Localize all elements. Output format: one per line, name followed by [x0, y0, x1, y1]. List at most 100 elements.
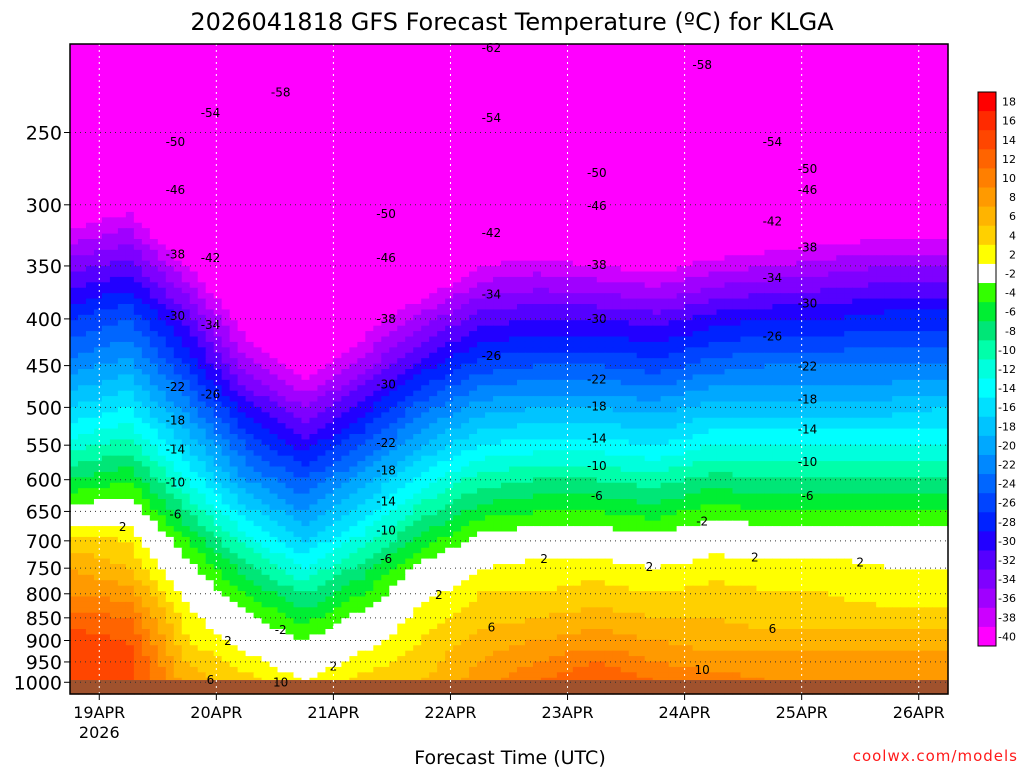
- heatmap-cell: [261, 222, 271, 229]
- heatmap-cell: [780, 141, 789, 148]
- heatmap-cell: [317, 44, 327, 51]
- heatmap-cell: [173, 114, 183, 121]
- heatmap-cell: [564, 222, 574, 229]
- heatmap-cell: [812, 60, 821, 67]
- heatmap-cell: [157, 260, 167, 267]
- heatmap-cell: [764, 163, 773, 170]
- heatmap-cell: [532, 125, 542, 132]
- heatmap-cell: [213, 244, 223, 251]
- heatmap-cell: [221, 190, 231, 197]
- heatmap-cell: [900, 141, 909, 148]
- heatmap-cell: [453, 271, 462, 278]
- heatmap-cell: [325, 201, 334, 208]
- heatmap-cell: [524, 260, 534, 267]
- heatmap-cell: [101, 163, 111, 170]
- heatmap-cell: [93, 92, 103, 99]
- heatmap-cell: [429, 87, 438, 94]
- heatmap-cell: [173, 174, 183, 181]
- heatmap-cell: [101, 109, 111, 116]
- heatmap-cell: [724, 125, 734, 132]
- heatmap-cell: [740, 136, 750, 143]
- heatmap-cell: [916, 190, 925, 197]
- heatmap-cell: [612, 76, 622, 83]
- heatmap-cell: [844, 163, 853, 170]
- heatmap-cell: [133, 60, 143, 67]
- heatmap-cell: [453, 163, 462, 170]
- heatmap-cell: [349, 103, 358, 110]
- heatmap-cell: [205, 168, 215, 175]
- heatmap-cell: [876, 233, 885, 240]
- heatmap-cell: [301, 217, 311, 224]
- heatmap-cell: [628, 81, 638, 88]
- heatmap-cell: [756, 179, 766, 186]
- heatmap-cell: [524, 201, 534, 208]
- heatmap-cell: [213, 163, 223, 170]
- heatmap-cell: [437, 152, 446, 159]
- heatmap-cell: [924, 81, 933, 88]
- heatmap-cell: [724, 228, 734, 235]
- heatmap-cell: [221, 266, 231, 273]
- heatmap-cell: [109, 71, 119, 78]
- heatmap-cell: [588, 211, 598, 218]
- heatmap-cell: [85, 146, 95, 153]
- heatmap-cell: [133, 49, 143, 56]
- heatmap-cell: [365, 65, 374, 72]
- heatmap-cell: [884, 44, 893, 51]
- heatmap-cell: [213, 266, 223, 273]
- heatmap-cell: [70, 76, 79, 83]
- heatmap-cell: [437, 71, 446, 78]
- heatmap-cell: [205, 152, 215, 159]
- heatmap-cell: [229, 271, 239, 278]
- heatmap-cell: [612, 119, 622, 126]
- heatmap-cell: [429, 228, 438, 235]
- heatmap-cell: [421, 271, 430, 278]
- heatmap-cell: [125, 152, 135, 159]
- heatmap-cell: [908, 141, 917, 148]
- heatmap-cell: [293, 163, 303, 170]
- heatmap-cell: [309, 130, 319, 137]
- heatmap-cell: [724, 60, 734, 67]
- heatmap-cell: [908, 282, 917, 289]
- heatmap-cell: [125, 71, 135, 78]
- heatmap-cell: [165, 201, 175, 208]
- heatmap-cell: [780, 109, 789, 116]
- heatmap-cell: [828, 114, 837, 121]
- heatmap-cell: [580, 81, 590, 88]
- heatmap-cell: [213, 211, 223, 218]
- heatmap-cell: [668, 114, 678, 121]
- heatmap-cell: [860, 81, 869, 88]
- heatmap-cell: [493, 168, 502, 175]
- heatmap-cell: [772, 271, 781, 278]
- heatmap-cell: [540, 266, 550, 273]
- heatmap-cell: [532, 44, 542, 51]
- heatmap-cell: [748, 184, 758, 191]
- heatmap-cell: [269, 98, 279, 105]
- heatmap-cell: [572, 103, 582, 110]
- heatmap-cell: [461, 109, 470, 116]
- heatmap-cell: [333, 287, 342, 294]
- heatmap-cell: [516, 282, 526, 289]
- heatmap-cell: [477, 233, 486, 240]
- heatmap-cell: [485, 152, 494, 159]
- heatmap-cell: [652, 119, 662, 126]
- heatmap-cell: [149, 195, 159, 202]
- heatmap-cell: [509, 244, 518, 251]
- heatmap-cell: [740, 109, 750, 116]
- heatmap-cell: [213, 174, 223, 181]
- heatmap-cell: [365, 152, 374, 159]
- heatmap-cell: [804, 44, 813, 51]
- heatmap-cell: [237, 287, 247, 294]
- heatmap-cell: [916, 44, 925, 51]
- heatmap-cell: [229, 190, 239, 197]
- heatmap-cell: [229, 244, 239, 251]
- heatmap-cell: [293, 60, 303, 67]
- heatmap-cell: [828, 184, 837, 191]
- heatmap-cell: [109, 266, 119, 273]
- heatmap-cell: [660, 249, 670, 256]
- heatmap-cell: [892, 103, 901, 110]
- heatmap-cell: [660, 125, 670, 132]
- heatmap-cell: [357, 276, 366, 283]
- heatmap-cell: [692, 276, 702, 283]
- heatmap-cell: [437, 174, 446, 181]
- heatmap-cell: [445, 260, 454, 267]
